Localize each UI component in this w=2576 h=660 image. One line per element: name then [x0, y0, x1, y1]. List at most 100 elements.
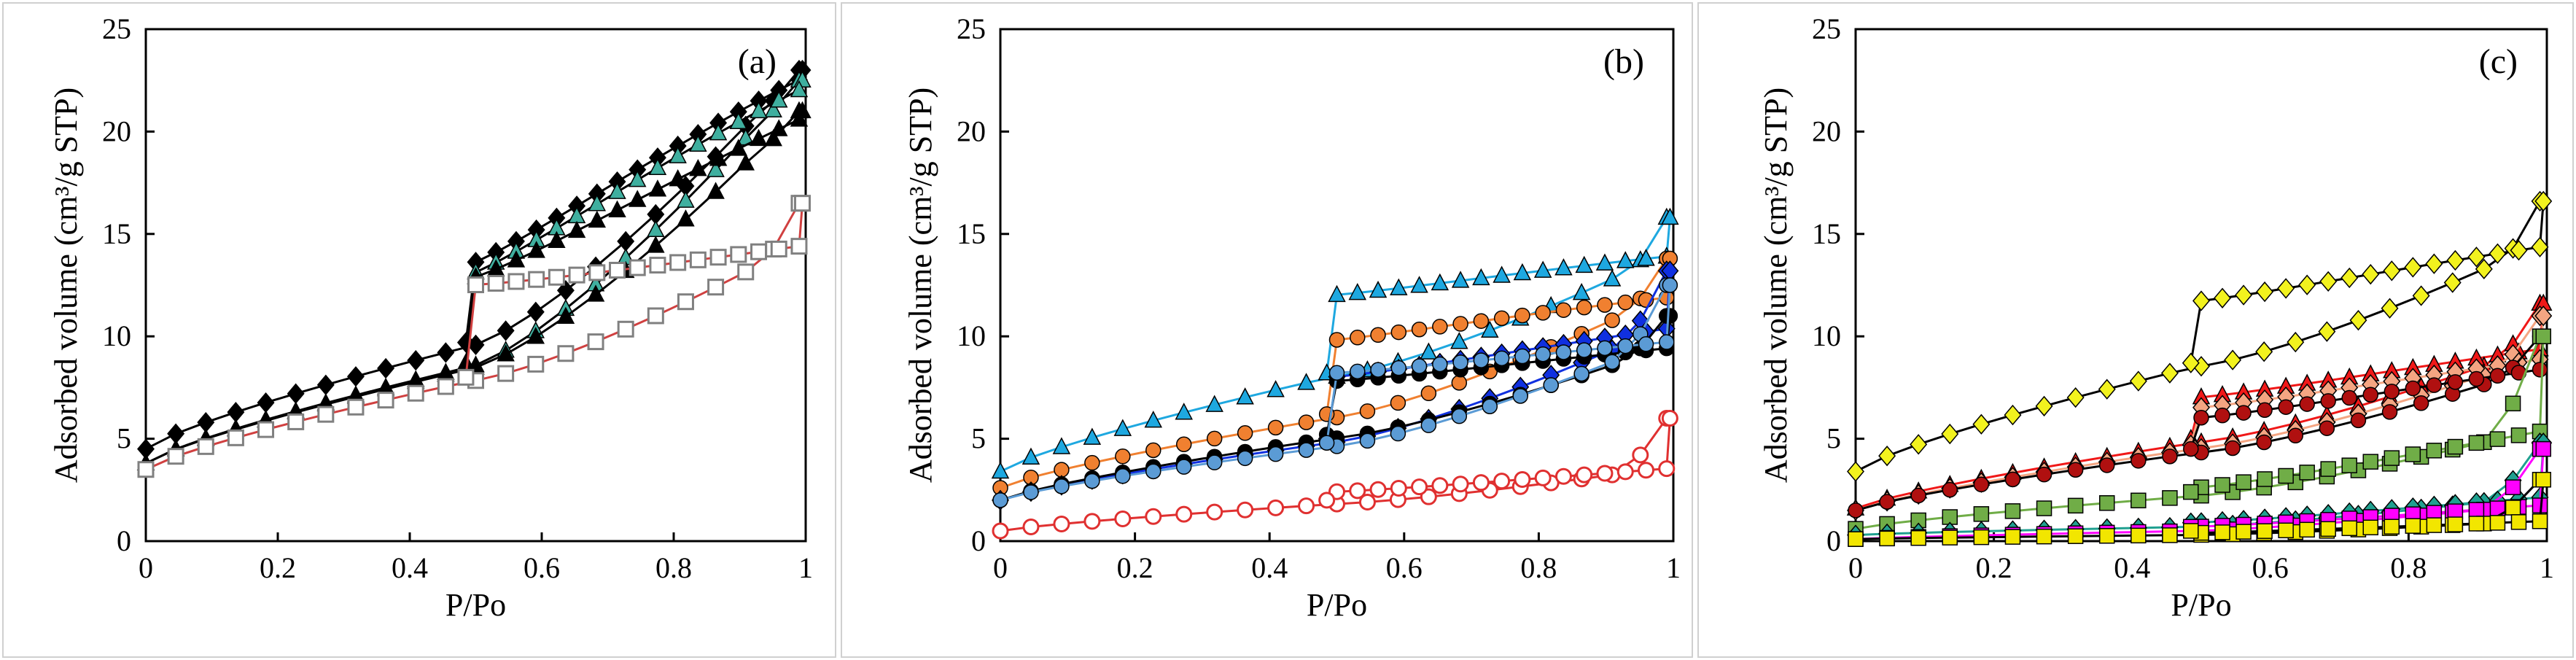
red-open-circles-point — [1298, 497, 1315, 515]
orange-circles-point — [1115, 449, 1131, 465]
dark-red-circles-point — [2193, 409, 2209, 426]
black-triangles-point — [526, 327, 545, 344]
dark-red-circles-point — [2350, 412, 2367, 429]
grey-open-squares-point — [197, 438, 214, 455]
red-open-circles-point — [1554, 467, 1572, 485]
light-blue-circles-point — [1420, 417, 1437, 433]
grey-open-squares-point — [497, 365, 515, 382]
red-open-circles-point — [1534, 469, 1552, 486]
green-squares-point — [2341, 457, 2357, 473]
grey-open-squares-point — [437, 378, 454, 395]
y-tick-label: 15 — [957, 217, 986, 250]
teal-triangles-point — [769, 90, 788, 108]
magenta-squares-point — [2468, 502, 2485, 518]
dark-red-circles-point — [2381, 404, 2398, 420]
yellow-squares-point — [2320, 521, 2336, 537]
grey-open-squares-point — [707, 279, 725, 296]
x-tick-label: 0.2 — [1117, 551, 1153, 584]
light-blue-circles-point — [1512, 388, 1528, 404]
black-triangles-point — [556, 306, 575, 324]
series-green-squares — [1848, 328, 2552, 537]
yellow-squares-point — [2505, 500, 2521, 516]
orange-circles-point — [1473, 313, 1490, 329]
x-tick-label: 0.8 — [2390, 551, 2427, 584]
black-triangles-point — [586, 284, 605, 302]
dark-red-circles-point — [2036, 466, 2052, 483]
cyan-triangles-point — [1348, 282, 1367, 300]
x-tick-label: 0.2 — [1976, 551, 2012, 584]
panel-frame — [1697, 2, 2574, 658]
grey-open-squares-point — [750, 243, 768, 260]
orange-circles-point — [1267, 419, 1284, 436]
orange-circles-point — [1420, 385, 1437, 402]
grey-open-squares-point — [617, 320, 634, 338]
y-tick-label: 10 — [102, 319, 131, 352]
y-axis-title: Adsorbed volume (cm³/g STP) — [903, 88, 938, 483]
teal-triangles-point — [709, 123, 728, 141]
red-open-circles-point — [1175, 505, 1193, 523]
y-tick-label: 25 — [1812, 12, 1841, 45]
yellow-squares-point — [2036, 528, 2052, 545]
yellow-squares-point — [2162, 527, 2178, 543]
black-triangles-point — [709, 149, 728, 166]
dark-red-circles-point — [2405, 380, 2421, 397]
black-triangles-point — [507, 250, 526, 268]
yellow-diamonds-point — [2531, 236, 2549, 257]
dark-red-circles-point — [2468, 370, 2485, 387]
cyan-triangles-point — [1205, 395, 1223, 412]
dark-red-circles-point — [2235, 405, 2252, 421]
y-tick-label: 0 — [117, 524, 131, 557]
cyan-triangles-point — [1390, 278, 1408, 295]
green-squares-point — [2004, 503, 2021, 519]
teal-triangles-point — [677, 190, 695, 208]
yellow-diamonds-point — [1941, 423, 1959, 445]
yellow-diamonds-point — [2287, 331, 2305, 353]
dark-red-circles-point — [2067, 462, 2084, 478]
y-tick-label: 15 — [1812, 217, 1841, 250]
yellow-diamonds-point — [2475, 258, 2493, 280]
grey-open-squares-point — [730, 246, 747, 263]
grey-open-squares-point — [167, 448, 184, 465]
orange-circles-point — [1328, 332, 1345, 348]
dark-red-circles-point — [1879, 494, 1895, 510]
cyan-triangles-point — [1450, 332, 1468, 349]
panel-a: 0 5 10 15 20 25 0 0.2 0.4 0.6 0.8 1 P/Po Adsorbed vol… — [2, 2, 836, 658]
yellow-squares-point — [2489, 515, 2506, 531]
red-open-circles-point — [1237, 501, 1254, 519]
black-triangles-point — [588, 210, 607, 228]
black-triangles-point — [769, 119, 788, 136]
light-blue-circles-point — [1084, 473, 1100, 489]
light-blue-circles-point — [1573, 365, 1589, 382]
yellow-squares-point — [2214, 524, 2230, 540]
light-blue-circles-point — [1175, 459, 1192, 475]
black-triangles-point — [628, 190, 647, 207]
y-tick-label: 15 — [102, 217, 131, 250]
green-squares-point — [2426, 443, 2443, 459]
orange-circles-point — [1411, 322, 1428, 338]
x-tick-label: 0.6 — [2252, 551, 2289, 584]
teal-triangles-point — [764, 100, 782, 117]
red-open-circles-point — [1206, 503, 1223, 521]
cyan-triangles-point — [1637, 249, 1655, 266]
yellow-squares-point — [2257, 523, 2273, 539]
dark-red-circles-point — [2447, 374, 2464, 390]
y-tick-label: 0 — [971, 524, 986, 557]
dark-red-circles-point — [1973, 476, 1990, 493]
yellow-squares-point — [2183, 523, 2199, 539]
grey-open-squares-point — [457, 368, 475, 386]
black-triangles-point — [567, 220, 586, 238]
black-triangles-point — [548, 230, 566, 249]
cyan-triangles-point — [1533, 260, 1552, 278]
yellow-squares-point — [2384, 519, 2400, 535]
yellow-squares-point — [2341, 520, 2357, 537]
light-blue-circles-point — [992, 492, 1008, 508]
yellow-diamonds-point — [2235, 284, 2253, 306]
dark-red-circles-point — [2131, 453, 2147, 469]
yellow-squares-point — [2426, 517, 2443, 533]
cyan-triangles-point — [1451, 271, 1470, 288]
light-blue-circles-point — [1604, 354, 1620, 370]
black-triangles-point — [689, 158, 707, 176]
red-open-circles-point — [1411, 478, 1428, 496]
